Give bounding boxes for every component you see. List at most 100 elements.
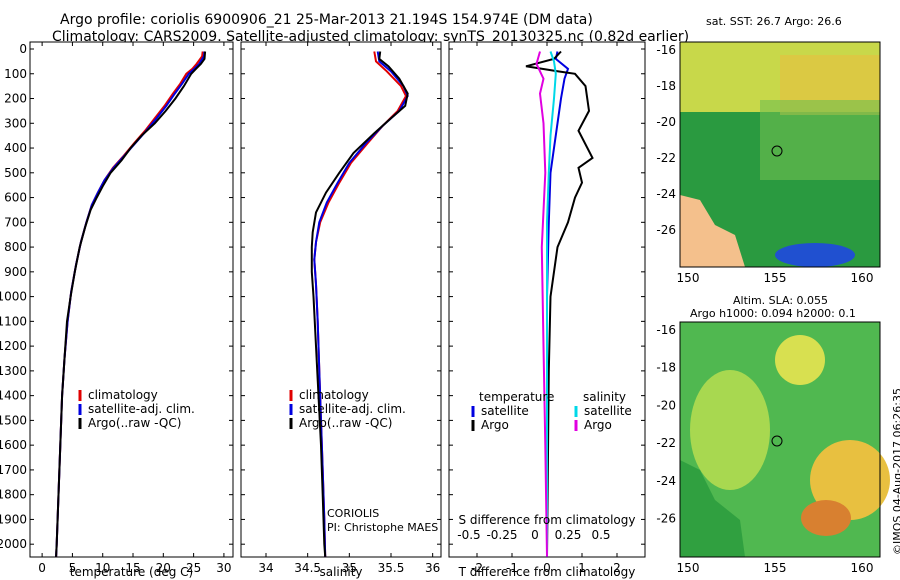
temperature-legend-label: climatology	[88, 388, 158, 402]
diff-top-tick-label: -0.25	[486, 528, 517, 542]
sla-map-patch-1	[690, 370, 770, 490]
imos-credit: ©IMOS 04-Aug-2017 06:26:35	[890, 388, 900, 555]
temperature-x-tick-label: 0	[38, 561, 46, 575]
diff-top-tick-label: 0.5	[591, 528, 610, 542]
sla-map-y-tick: -24	[656, 474, 676, 488]
temperature-x-tick-label: 5	[69, 561, 77, 575]
diff-legend-temp-label: Argo	[481, 418, 509, 432]
y-tick-label: 500	[4, 166, 27, 180]
y-tick-label: 1800	[0, 488, 27, 502]
y-tick-label: 1400	[0, 389, 27, 403]
differences-series-s-argo	[535, 51, 548, 557]
sst-map-land	[680, 195, 745, 267]
sst-map-cold-patch	[775, 243, 855, 267]
salinity-x-tick-label: 35	[342, 561, 357, 575]
differences-x-tick-label: 0	[543, 561, 551, 575]
diff-top-tick-label: 0	[531, 528, 539, 542]
temperature-series-argo-raw-qc-	[55, 51, 207, 557]
sst-map-y-tick: -16	[656, 43, 676, 57]
sst-map-mid-band	[760, 100, 880, 180]
sst-map-float-marker	[771, 145, 783, 157]
y-tick-label: 1500	[0, 413, 27, 427]
temperature-frame	[29, 41, 234, 558]
sla-map-float-marker	[771, 435, 783, 447]
temperature-xlabel: temperature (deg C)	[70, 565, 193, 579]
sst-map-x-tick: 160	[851, 271, 874, 285]
sla-map-border	[679, 321, 881, 558]
y-tick-label: 900	[4, 265, 27, 279]
differences-x-tick-label: -1	[506, 561, 518, 575]
y-tick-label: 2000	[0, 537, 27, 551]
differences-x-tick-label: 1	[578, 561, 586, 575]
differences-series-t-satellite	[546, 51, 570, 557]
salinity-xlabel: salinity	[319, 565, 362, 579]
salinity-series-argo-raw-qc-	[310, 51, 409, 557]
diff-top-tick-label: -0.5	[457, 528, 480, 542]
sla-map-y-tick: -18	[656, 361, 676, 375]
y-tick-label: 1200	[0, 339, 27, 353]
diff-legend-sal-label: satellite	[584, 404, 632, 418]
sst-map-y-tick: -20	[656, 115, 676, 129]
y-tick-label: 600	[4, 191, 27, 205]
y-tick-label: 800	[4, 240, 27, 254]
y-tick-label: 400	[4, 141, 27, 155]
sst-map-x-tick: 150	[677, 271, 700, 285]
sst-map-title: sat. SST: 26.7 Argo: 26.6	[706, 15, 842, 28]
y-tick-label: 1900	[0, 512, 27, 526]
y-tick-label: 1700	[0, 463, 27, 477]
temperature-x-tick-label: 15	[125, 561, 140, 575]
differences-series-t-argo	[525, 50, 594, 557]
y-tick-label: 1000	[0, 290, 27, 304]
salinity-x-tick-label: 36	[425, 561, 440, 575]
sst-map-x-tick: 155	[764, 271, 787, 285]
sla-map-y-tick: -22	[656, 436, 676, 450]
sla-map	[679, 321, 890, 558]
salinity-legend-label: Argo(..raw -QC)	[299, 416, 392, 430]
institution-label: CORIOLIS	[327, 507, 380, 520]
sst-map	[679, 41, 881, 268]
sla-map-shelf	[680, 460, 745, 557]
salinity-legend-label: satellite-adj. clim.	[299, 402, 406, 416]
y-tick-label: 200	[4, 92, 27, 106]
sla-map-x-tick: 150	[677, 561, 700, 575]
salinity-legend-label: climatology	[299, 388, 369, 402]
temperature-legend-label: satellite-adj. clim.	[88, 402, 195, 416]
sst-map-border	[679, 41, 881, 268]
y-tick-label: 1600	[0, 438, 27, 452]
diff-legend-temp-label: satellite	[481, 404, 529, 418]
temperature-x-tick-label: 25	[186, 561, 201, 575]
sst-map-y-tick: -22	[656, 151, 676, 165]
y-tick-label: 300	[4, 116, 27, 130]
diff-legend-sal-label: Argo	[584, 418, 612, 432]
temperature-x-tick-label: 10	[95, 561, 110, 575]
differences-series-s-satellite	[546, 51, 557, 557]
pi-label: PI: Christophe MAES	[327, 521, 439, 534]
salinity-frame	[240, 41, 442, 558]
diff-legend-temp-header: temperature	[479, 390, 554, 404]
sst-map-y-tick: -26	[656, 223, 676, 237]
sst-map-y-tick: -24	[656, 187, 676, 201]
y-tick-label: 700	[4, 215, 27, 229]
salinity-x-tick-label: 34.5	[294, 561, 321, 575]
title-line-2: Climatology: CARS2009. Satellite-adjuste…	[52, 29, 690, 45]
sla-map-x-tick: 155	[764, 561, 787, 575]
sst-map-y-tick: -18	[656, 79, 676, 93]
sla-map-patch-2	[775, 335, 825, 385]
differences-xlabel: T difference from climatology	[458, 565, 636, 579]
sla-map-y-tick: -20	[656, 398, 676, 412]
y-tick-label: 1100	[0, 314, 27, 328]
sla-map-patch-4	[801, 500, 851, 536]
temperature-x-tick-label: 30	[216, 561, 231, 575]
sla-map-patch-3	[810, 440, 890, 520]
temperature-legend-label: Argo(..raw -QC)	[88, 416, 181, 430]
differences-x-tick-label: 2	[613, 561, 621, 575]
y-tick-label: 100	[4, 67, 27, 81]
y-tick-label: 1300	[0, 364, 27, 378]
diff-legend-sal-header: salinity	[583, 390, 626, 404]
y-tick-label: 0	[19, 42, 27, 56]
title-line-1: Argo profile: coriolis 6900906_21 25-Mar…	[60, 12, 593, 28]
temperature-x-tick-label: 20	[156, 561, 171, 575]
sla-map-y-tick: -16	[656, 323, 676, 337]
